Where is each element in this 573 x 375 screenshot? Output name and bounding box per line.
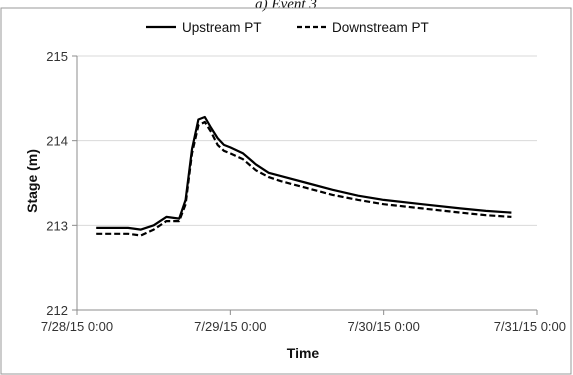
y-axis-title: Stage (m) bbox=[24, 149, 40, 213]
chart-frame bbox=[0, 7, 572, 375]
tick-labels: 212 213 214 215 7/28/15 0:00 7/29/15 0:00 7/30… bbox=[41, 49, 566, 334]
y-tick-label: 213 bbox=[46, 218, 68, 233]
y-tick-label: 215 bbox=[46, 49, 68, 64]
x-tick-label: 7/28/15 0:00 bbox=[41, 319, 113, 334]
x-tick-label: 7/30/15 0:00 bbox=[348, 319, 420, 334]
x-tick-label: 7/29/15 0:00 bbox=[194, 319, 266, 334]
series-line-downstream bbox=[96, 120, 512, 237]
chart-title: a) Event 3 bbox=[255, 0, 317, 13]
legend-label-downstream: Downstream PT bbox=[332, 20, 429, 35]
y-tick-label: 214 bbox=[46, 134, 68, 149]
axes bbox=[72, 55, 538, 315]
legend: Upstream PT Downstream PT bbox=[146, 20, 429, 35]
gridlines bbox=[77, 55, 537, 226]
x-axis-title: Time bbox=[287, 345, 320, 361]
series-lines bbox=[96, 115, 512, 237]
series-line-upstream bbox=[96, 115, 512, 231]
y-tick-label: 212 bbox=[46, 303, 68, 318]
legend-label-upstream: Upstream PT bbox=[182, 20, 262, 35]
x-tick-label: 7/31/15 0:00 bbox=[494, 319, 566, 334]
